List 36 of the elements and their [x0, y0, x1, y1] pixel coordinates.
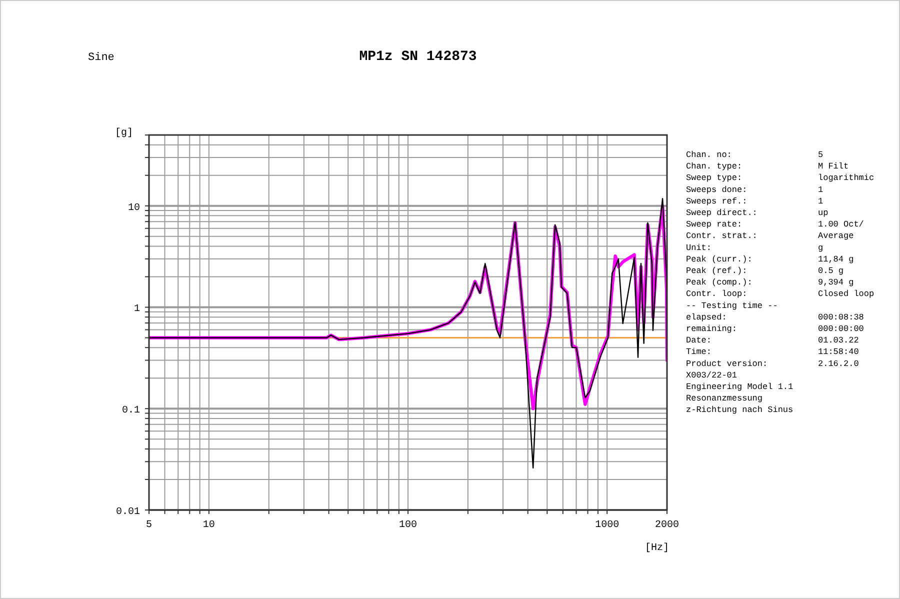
x-tick-label: 100 — [398, 520, 418, 531]
x-tick-label: 5 — [146, 520, 152, 531]
x-tick-label: 1000 — [595, 520, 620, 531]
text: Contr. loop: Closed loop — [686, 289, 874, 300]
text: Chan. type: M Filt — [686, 162, 849, 172]
text: Product version: 2.16.2.0 — [686, 358, 859, 369]
text: z-Richtung nach Sinus — [686, 405, 794, 416]
text: Resonanzmessung — [686, 394, 763, 404]
text: Sweeps ref.: 1 — [686, 196, 824, 206]
x-axis-title: [Hz] — [645, 542, 670, 554]
text: Sweep direct.: up — [686, 208, 828, 218]
text: elapsed: 000:08:38 — [686, 312, 864, 322]
y-tick-label: 0.01 — [116, 507, 140, 518]
text: Engineering Model 1.1 — [686, 382, 794, 392]
x-tick-label: 2000 — [654, 520, 680, 531]
text: -- Testing time -- — [686, 300, 778, 311]
y-tick-label: 1 — [134, 304, 140, 316]
chart-title: MP1z SN 142873 — [359, 49, 477, 65]
text: Sweep type: logarithmic — [686, 173, 874, 184]
text: Peak (comp.): 9,394 g — [686, 278, 854, 288]
text: Sweeps done: 1 — [686, 184, 824, 195]
y-tick-label: 10 — [128, 202, 140, 214]
text: Unit: g — [686, 242, 824, 253]
text: Chan. no: 5 — [686, 150, 824, 160]
text: Date: 01.03.22 — [686, 336, 859, 346]
y-axis-title: [g] — [115, 127, 134, 139]
text: remaining: 000:00:00 — [686, 324, 864, 334]
y-tick-label: 0.1 — [122, 406, 140, 417]
text: Time: 11:58:40 — [686, 347, 859, 358]
x-tick-label: 10 — [202, 520, 215, 531]
text: X003/22-01 — [686, 370, 738, 380]
text: Contr. strat.: Average — [686, 231, 854, 242]
text: Peak (ref.): 0.5 g — [686, 266, 844, 276]
chart-subtitle: Sine — [88, 52, 114, 64]
text: Peak (curr.): 11,84 g — [686, 254, 854, 264]
text: Sweep rate: 1.00 Oct/ — [686, 220, 864, 230]
